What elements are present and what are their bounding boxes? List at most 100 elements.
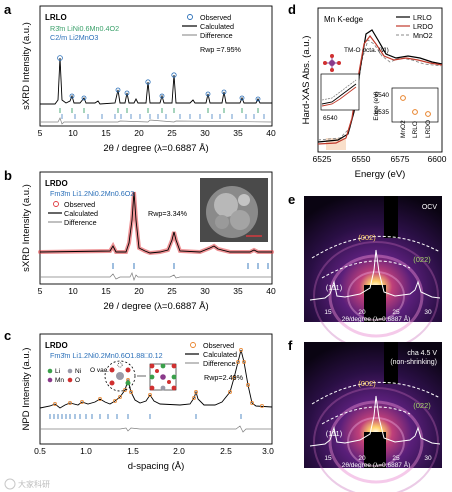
panel-d: d Mn K-edge LRLO LRDO MnO2 TM-O octa. (V… bbox=[288, 2, 447, 180]
svg-text:1.5: 1.5 bbox=[127, 446, 139, 456]
svg-text:2.0: 2.0 bbox=[173, 446, 185, 456]
svg-text:30: 30 bbox=[200, 128, 210, 138]
panel-a-r3m-ticks bbox=[59, 108, 259, 113]
panel-c-phase: Fm3̄m Li1.2Ni0.2Mn0.6O1.88□0.12 bbox=[50, 351, 163, 360]
panel-a-legend-difference: Difference bbox=[200, 31, 233, 40]
panel-b-sem-image bbox=[200, 178, 268, 242]
panel-f-rings bbox=[313, 387, 439, 492]
svg-text:40: 40 bbox=[266, 128, 276, 138]
panel-f-peak-002: (002) bbox=[358, 379, 376, 388]
panel-a-sample: LRLO bbox=[45, 13, 67, 22]
panel-d-lrlo-line bbox=[317, 29, 443, 143]
panel-d-octahedron-icon bbox=[323, 54, 341, 72]
panel-c-legend-calculated: Calculated bbox=[203, 350, 237, 359]
watermark-icon bbox=[4, 478, 16, 490]
panel-d-letter: d bbox=[288, 2, 296, 17]
svg-text:20: 20 bbox=[358, 309, 366, 316]
panel-c-xticks: 0.5 1.0 1.5 2.0 2.5 3.0 bbox=[34, 446, 274, 456]
panel-e-arc-outer bbox=[311, 236, 441, 259]
panel-b-xlabel: 2θ / degree (λ=0.6887 Å) bbox=[103, 301, 208, 312]
panel-c-legend-observed-marker bbox=[190, 342, 196, 348]
panel-c-frame bbox=[39, 333, 273, 445]
panel-f-xticks: 15 20 25 30 bbox=[324, 455, 432, 462]
panel-d-edge-ytick-2: 6535 bbox=[375, 109, 390, 116]
panel-c-vacancy-label: O vac. bbox=[90, 367, 109, 374]
panel-c-atom-legend: Li Ni Mn O bbox=[47, 368, 81, 384]
panel-e-beamstop-bottom bbox=[364, 285, 386, 322]
panel-c: c LRDO Fm3̄m Li1.2Ni0.2Mn0.6O1.88□0.12 O… bbox=[4, 328, 274, 472]
watermark: 大家科研 bbox=[4, 478, 50, 490]
panel-e-integrated-profile bbox=[309, 249, 441, 301]
panel-a-phase2: C2/m Li2MnO3 bbox=[50, 33, 98, 42]
svg-text:35: 35 bbox=[233, 128, 243, 138]
panel-a-legend-observed: Observed bbox=[200, 13, 231, 22]
svg-text:6550: 6550 bbox=[352, 154, 371, 164]
svg-text:20: 20 bbox=[358, 455, 366, 462]
panel-f-peak-022: (022) bbox=[413, 401, 431, 410]
panel-d-edge-inset bbox=[391, 87, 439, 123]
panel-a-letter: a bbox=[4, 2, 12, 17]
panel-d-xticks: 6525 6550 6575 6600 bbox=[313, 154, 447, 164]
svg-text:15: 15 bbox=[101, 286, 111, 296]
svg-text:10: 10 bbox=[68, 286, 78, 296]
svg-text:10: 10 bbox=[68, 128, 78, 138]
panel-d-edge-xtick-2: LRLO bbox=[412, 121, 419, 138]
panel-f-condition: cha 4.5 V bbox=[407, 350, 437, 357]
panel-a-calculated-line bbox=[40, 57, 272, 105]
panel-f: f (111) (002) (022) cha 4.5 V (non-shrin… bbox=[288, 338, 442, 492]
svg-text:O: O bbox=[75, 377, 80, 384]
panel-d-edge-xtick-1: MnO2 bbox=[400, 120, 407, 138]
panel-a-legend-calculated: Calculated bbox=[200, 22, 234, 31]
panel-d-legend-lrlo: LRLO bbox=[413, 13, 432, 22]
panel-d-xlabel: Energy (eV) bbox=[355, 169, 406, 180]
panel-b-difference-line bbox=[40, 272, 272, 282]
panel-e-letter: e bbox=[288, 192, 295, 207]
panel-f-beamstop-bottom bbox=[364, 432, 386, 468]
svg-text:3.0: 3.0 bbox=[262, 446, 274, 456]
svg-text:Mn: Mn bbox=[55, 377, 64, 384]
panel-c-ylabel: NPD Intensity (a.u.) bbox=[21, 348, 32, 431]
panel-b-legend-difference: Difference bbox=[64, 218, 97, 227]
panel-b-sample: LRDO bbox=[45, 179, 68, 188]
panel-c-vacancy-inset bbox=[104, 360, 146, 392]
svg-text:6575: 6575 bbox=[391, 154, 410, 164]
svg-text:0.5: 0.5 bbox=[34, 446, 46, 456]
panel-e-condition: OCV bbox=[422, 204, 438, 211]
panel-e: e (111) (002) (022) OCV 15 20 25 30 2θ/d… bbox=[288, 192, 442, 351]
panel-f-peak-111: (111) bbox=[326, 429, 343, 438]
panel-d-preedge-inset bbox=[320, 73, 360, 111]
panel-a-legend-observed-marker bbox=[187, 14, 193, 20]
panel-b-legend-observed-marker bbox=[53, 201, 59, 207]
panel-a-observed-points bbox=[57, 55, 261, 102]
panel-f-integrated-profile bbox=[309, 395, 441, 447]
panel-f-beamstop-top bbox=[384, 342, 398, 384]
panel-e-beamstop-top bbox=[384, 196, 398, 238]
panel-f-arc-inner bbox=[321, 406, 411, 425]
panel-b-ylabel: sXRD Intensity (a.u.) bbox=[21, 184, 32, 272]
svg-text:25: 25 bbox=[167, 286, 177, 296]
panel-d-annotation: TM-O octa. (VI) bbox=[344, 47, 389, 54]
svg-text:25: 25 bbox=[392, 455, 400, 462]
panel-a-xticks: 5 10 15 20 25 30 35 40 bbox=[38, 128, 276, 138]
panel-b-letter: b bbox=[4, 168, 12, 183]
panel-c-phase-ticks bbox=[49, 414, 242, 419]
svg-text:35: 35 bbox=[233, 286, 243, 296]
svg-text:15: 15 bbox=[324, 455, 332, 462]
svg-text:6525: 6525 bbox=[313, 154, 332, 164]
svg-text:30: 30 bbox=[200, 286, 210, 296]
panel-e-peak-022: (022) bbox=[413, 255, 431, 264]
panel-a-rwp: Rwp =7.95% bbox=[200, 45, 242, 54]
panel-b: b LRDO Fm3̄m Li1.2Ni0.2Mn0.6O2 Observed … bbox=[4, 168, 276, 312]
svg-text:Li: Li bbox=[55, 368, 60, 375]
panel-c-letter: c bbox=[4, 328, 11, 343]
svg-text:20: 20 bbox=[134, 286, 144, 296]
panel-d-legend-lrdo: LRDO bbox=[413, 22, 433, 31]
panel-f-xlabel: 2θ/degree (λ=0.6887 Å) bbox=[342, 460, 410, 469]
panel-c-rwp: Rwp=2.49% bbox=[204, 373, 244, 382]
panel-e-arc-inner bbox=[321, 260, 411, 279]
panel-d-frame bbox=[317, 7, 443, 153]
panel-a-frame bbox=[39, 5, 273, 127]
panel-c-sample: LRDO bbox=[45, 341, 68, 350]
svg-text:Ni: Ni bbox=[75, 368, 81, 375]
